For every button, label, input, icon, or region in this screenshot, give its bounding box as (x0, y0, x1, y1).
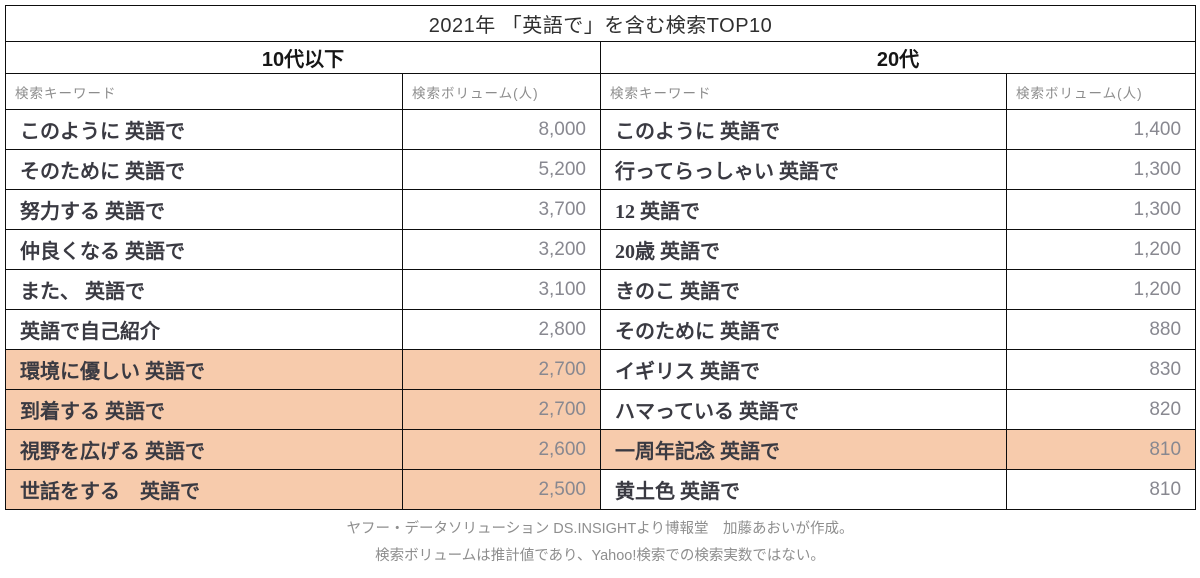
keyword-cell: このように 英語で (600, 109, 1007, 150)
volume-cell: 810 (1005, 429, 1197, 470)
volume-cell: 2,500 (402, 469, 601, 510)
section-header-row: 10代以下 20代 (5, 41, 1197, 74)
keyword-cell: そのために 英語で (600, 309, 1007, 350)
keyword-cell: 一周年記念 英語で (600, 429, 1007, 470)
footer-notes: ヤフー・データソリューション DS.INSIGHTより博報堂 加藤あおいが作成。… (0, 516, 1200, 570)
volume-cell: 1,200 (1005, 269, 1197, 310)
volume-cell: 8,000 (402, 109, 601, 150)
table-row: 仲良くなる 英語で 3,200 20歳 英語で 1,200 (5, 229, 1197, 270)
volume-cell: 810 (1005, 469, 1197, 510)
keyword-cell: そのために 英語で (5, 149, 403, 190)
keyword-cell: 黄土色 英語で (600, 469, 1007, 510)
table-row: 視野を広げる 英語で 2,600 一周年記念 英語で 810 (5, 429, 1197, 470)
volume-cell: 1,300 (1005, 149, 1197, 190)
table-title-row: 2021年 「英語で」を含む検索TOP10 (4, 5, 1197, 42)
volume-cell: 1,200 (1005, 229, 1197, 270)
keyword-cell: 20歳 英語で (600, 229, 1007, 270)
table-row: このように 英語で 8,000 このように 英語で 1,400 (5, 109, 1197, 150)
volume-cell: 830 (1005, 349, 1197, 390)
volume-cell: 820 (1005, 389, 1197, 430)
section-header-under10: 10代以下 (5, 41, 601, 74)
footer-disclaimer: 検索ボリュームは推計値であり、Yahoo!検索での検索実数ではない。 (375, 548, 825, 564)
keyword-cell: 12 英語で (600, 189, 1007, 230)
table-title: 2021年 「英語で」を含む検索TOP10 (4, 5, 1197, 42)
keyword-cell: 環境に優しい 英語で (5, 349, 403, 390)
column-header-keyword-right: 検索キーワード (600, 73, 1007, 110)
column-header-row: 検索キーワード 検索ボリューム(人) 検索キーワード 検索ボリューム(人) (5, 73, 1197, 110)
keyword-cell: このように 英語で (5, 109, 403, 150)
keyword-cell: 到着する 英語で (5, 389, 403, 430)
volume-cell: 3,100 (402, 269, 601, 310)
column-header-volume-right: 検索ボリューム(人) (1005, 73, 1197, 110)
keyword-cell: イギリス 英語で (600, 349, 1007, 390)
table-row: 英語で自己紹介 2,800 そのために 英語で 880 (5, 309, 1197, 350)
volume-cell: 3,200 (402, 229, 601, 270)
volume-cell: 3,700 (402, 189, 601, 230)
volume-cell: 2,800 (402, 309, 601, 350)
column-header-volume-left: 検索ボリューム(人) (402, 73, 601, 110)
table-row: 環境に優しい 英語で 2,700 イギリス 英語で 830 (5, 349, 1197, 390)
section-header-20s: 20代 (599, 41, 1197, 74)
table-row: また、 英語で 3,100 きのこ 英語で 1,200 (5, 269, 1197, 310)
keyword-cell: 行ってらっしゃい 英語で (600, 149, 1007, 190)
table-row: 努力する 英語で 3,700 12 英語で 1,300 (5, 189, 1197, 230)
volume-cell: 1,300 (1005, 189, 1197, 230)
keyword-cell: ハマっている 英語で (600, 389, 1007, 430)
volume-cell: 2,700 (402, 389, 601, 430)
keyword-cell: きのこ 英語で (600, 269, 1007, 310)
footer-attribution: ヤフー・データソリューション DS.INSIGHTより博報堂 加藤あおいが作成。 (346, 521, 854, 537)
keyword-cell: 英語で自己紹介 (5, 309, 403, 350)
table-row: 到着する 英語で 2,700 ハマっている 英語で 820 (5, 389, 1197, 430)
column-header-keyword-left: 検索キーワード (5, 73, 403, 110)
table-row: 世話をする 英語で 2,500 黄土色 英語で 810 (5, 469, 1197, 510)
keyword-cell: 努力する 英語で (5, 189, 403, 230)
table-row: そのために 英語で 5,200 行ってらっしゃい 英語で 1,300 (5, 149, 1197, 190)
keyword-cell: また、 英語で (5, 269, 403, 310)
volume-cell: 2,600 (402, 429, 601, 470)
keyword-cell: 世話をする 英語で (5, 469, 403, 510)
volume-cell: 880 (1005, 309, 1197, 350)
keyword-cell: 視野を広げる 英語で (5, 429, 403, 470)
volume-cell: 1,400 (1005, 109, 1197, 150)
search-ranking-table: 2021年 「英語で」を含む検索TOP10 10代以下 20代 検索キーワード … (4, 5, 1197, 510)
volume-cell: 5,200 (402, 149, 601, 190)
volume-cell: 2,700 (402, 349, 601, 390)
keyword-cell: 仲良くなる 英語で (5, 229, 403, 270)
